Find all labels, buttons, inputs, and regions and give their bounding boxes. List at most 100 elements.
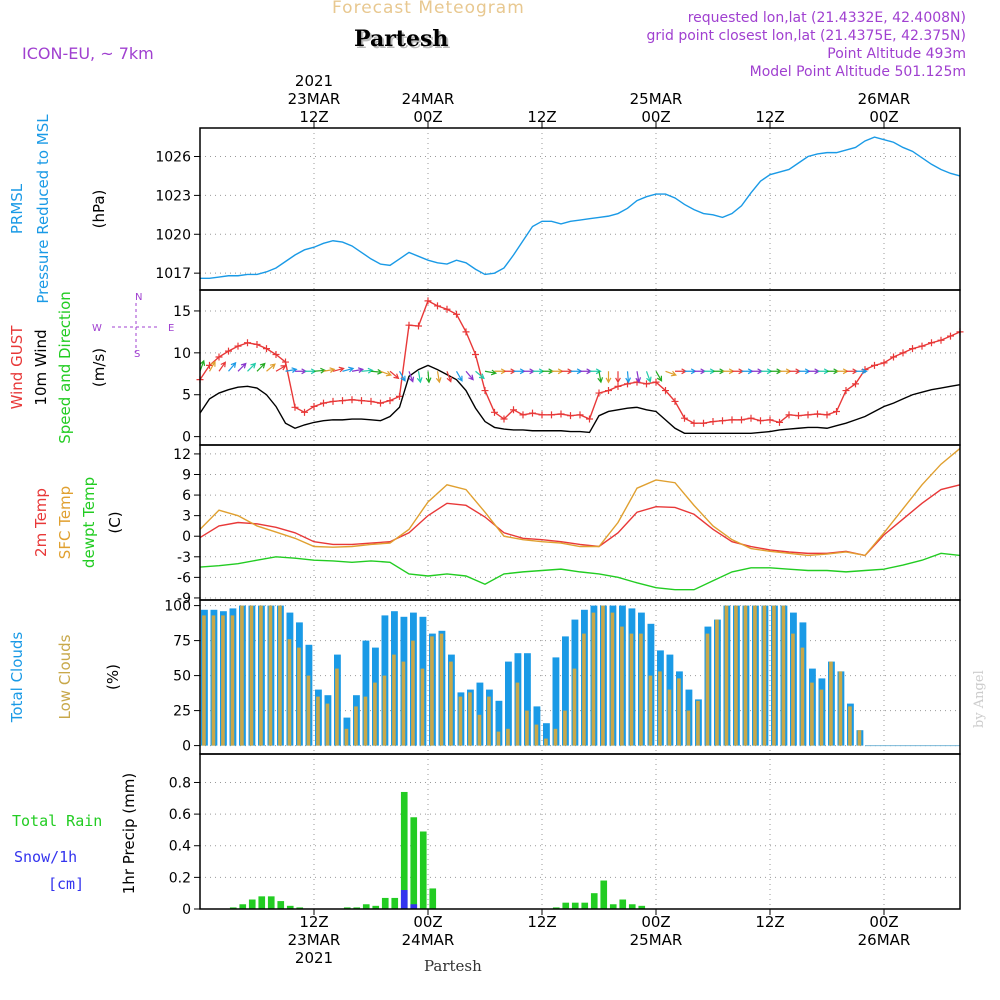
gust-marker bbox=[681, 414, 688, 422]
gust-marker bbox=[852, 380, 859, 388]
gust-marker bbox=[652, 378, 660, 386]
pressure-ytick-label: 1026 bbox=[155, 150, 191, 166]
clouds-ytick-label: 50 bbox=[173, 669, 191, 685]
clouds-bar-low-clouds bbox=[468, 692, 472, 746]
gust-marker bbox=[538, 411, 546, 419]
clouds-label: Total Clouds bbox=[8, 632, 26, 724]
axis-layer: 1017 1020 1023 1026 PRMSL Pressure Reduced to… bbox=[8, 72, 910, 967]
wind-direction-arrow bbox=[770, 368, 783, 375]
wind-direction-arrow bbox=[484, 369, 498, 376]
temperature-label: SFC Temp bbox=[56, 486, 74, 559]
wind-direction-arrow bbox=[323, 367, 336, 373]
wind-direction-arrow bbox=[597, 371, 604, 384]
precip-bar-total-rain bbox=[381, 897, 389, 909]
top-time-label: 12Z bbox=[527, 108, 556, 126]
clouds-bar-low-clouds bbox=[686, 710, 691, 746]
wind-direction-arrow bbox=[408, 371, 415, 383]
gust-marker bbox=[918, 342, 926, 350]
wind-direction-arrow bbox=[741, 368, 754, 375]
wind-direction-arrow bbox=[732, 368, 745, 375]
top-time-label: 26MAR bbox=[858, 90, 911, 108]
gust-marker bbox=[377, 399, 384, 407]
clouds-label: Low Clouds bbox=[56, 634, 74, 719]
gust-marker bbox=[785, 411, 793, 419]
compass-e: E bbox=[168, 323, 174, 334]
clouds-bar-low-clouds bbox=[705, 633, 710, 746]
wind-direction-arrow bbox=[703, 368, 716, 375]
gust-marker bbox=[310, 402, 318, 410]
wind-direction-arrow bbox=[675, 368, 688, 375]
pressure-ytick-label: 1023 bbox=[155, 188, 191, 204]
top-time-label: 24MAR bbox=[402, 90, 455, 108]
clouds-ytick-label: 0 bbox=[182, 739, 191, 755]
temperature-series-dewpt bbox=[199, 552, 961, 591]
clouds-bar-low-clouds bbox=[392, 654, 396, 746]
footer-location: Partesh bbox=[424, 957, 482, 975]
gust-marker bbox=[472, 351, 479, 359]
requested-coords: requested lon,lat (21.4332E, 42.4008N) bbox=[687, 10, 966, 26]
clouds-bar-low-clouds bbox=[658, 671, 662, 746]
temperature-ytick-label: 6 bbox=[182, 488, 191, 504]
clouds-bar-low-clouds bbox=[487, 696, 491, 746]
precip-label: Total Rain bbox=[12, 812, 102, 830]
clouds-bar-low-clouds bbox=[715, 619, 719, 746]
bottom-time-label: 24MAR bbox=[402, 931, 455, 949]
bottom-time-label: 12Z bbox=[299, 913, 328, 931]
temperature-series-sfc bbox=[199, 447, 961, 557]
clouds-bar-low-clouds bbox=[506, 728, 510, 746]
gust-marker bbox=[367, 397, 375, 405]
temperature-ytick-label: -9 bbox=[177, 591, 191, 607]
gust-marker bbox=[234, 342, 242, 350]
wind-direction-arrow bbox=[332, 366, 345, 373]
grid-layer bbox=[200, 128, 960, 910]
precip-ytick-label: 0.8 bbox=[169, 775, 191, 791]
precip-bar-total-rain bbox=[277, 901, 285, 909]
precip-label: Snow/1h bbox=[14, 848, 77, 866]
gust-marker bbox=[481, 387, 489, 395]
wind-direction-arrow bbox=[218, 361, 227, 372]
wind-direction-arrow bbox=[722, 368, 735, 375]
wind-direction-arrow bbox=[416, 371, 423, 384]
bottom-time-label: 12Z bbox=[527, 913, 556, 931]
gust-marker bbox=[424, 297, 432, 305]
precip-panel-frame bbox=[199, 753, 961, 910]
wind-direction-arrow bbox=[523, 368, 536, 375]
clouds-bar-low-clouds bbox=[278, 605, 282, 746]
clouds-bar-low-clouds bbox=[306, 675, 311, 746]
gust-marker bbox=[548, 411, 555, 419]
wind-direction-arrow bbox=[625, 371, 632, 384]
clouds-bar-low-clouds bbox=[781, 605, 786, 746]
gust-marker bbox=[405, 321, 413, 329]
gust-marker bbox=[899, 349, 907, 357]
gust-marker bbox=[272, 351, 280, 359]
clouds-bar-low-clouds bbox=[496, 731, 501, 746]
gust-marker bbox=[434, 302, 441, 310]
wind-direction-arrow bbox=[580, 368, 593, 375]
temperature-label: 2m Temp bbox=[32, 488, 50, 557]
gust-marker bbox=[215, 353, 223, 361]
clouds-bar-low-clouds bbox=[772, 605, 776, 746]
bottom-time-label: 12Z bbox=[755, 913, 784, 931]
wind-series-wind bbox=[199, 364, 961, 434]
clouds-unit: (%) bbox=[104, 664, 122, 690]
wind-direction-arrow bbox=[513, 368, 526, 375]
wind-direction-arrow bbox=[532, 368, 545, 375]
gust-marker bbox=[671, 397, 679, 405]
clouds-bar-low-clouds bbox=[629, 633, 634, 746]
gust-marker bbox=[690, 419, 698, 427]
wind-direction-arrow bbox=[635, 371, 642, 384]
clouds-bar-total-clouds bbox=[362, 640, 370, 746]
wind-ytick-label: 0 bbox=[182, 430, 191, 446]
clouds-bar-low-clouds bbox=[762, 605, 767, 746]
wind-ytick-label: 5 bbox=[182, 388, 191, 404]
gridpoint-coords: grid point closest lon,lat (21.4375E, 42… bbox=[646, 28, 966, 44]
bottom-time-label: 00Z bbox=[413, 913, 442, 931]
precip-bar-total-rain bbox=[571, 902, 579, 909]
gust-marker bbox=[529, 409, 536, 417]
wind-direction-arrow bbox=[551, 368, 564, 375]
gust-marker bbox=[766, 416, 774, 424]
gust-marker bbox=[823, 411, 831, 419]
clouds-bar-low-clouds bbox=[420, 668, 425, 746]
precip-bar-total-rain bbox=[619, 899, 627, 909]
clouds-bar-low-clouds bbox=[743, 605, 748, 746]
